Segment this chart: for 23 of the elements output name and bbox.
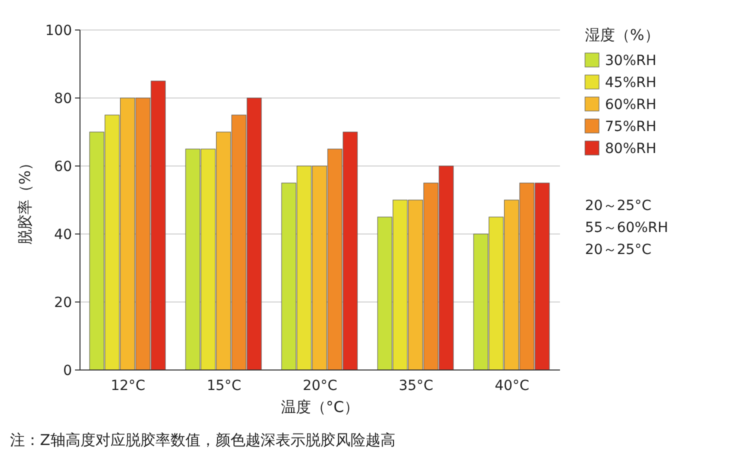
y-tick-label: 40: [54, 227, 72, 243]
x-tick-label: 12°C: [110, 378, 146, 394]
legend-label: 60%RH: [605, 97, 656, 113]
y-tick-label: 80: [54, 91, 72, 107]
x-axis-title: 温度（°C）: [281, 398, 359, 416]
text: 20～25°C: [585, 242, 652, 258]
legend-label: 75%RH: [605, 119, 656, 135]
y-tick-label: 0: [63, 363, 72, 379]
y-tick-label: 20: [54, 295, 72, 311]
y-tick-label: 60: [54, 159, 72, 175]
legend-label: 45%RH: [605, 75, 656, 91]
legend-title: 湿度（%）: [585, 26, 660, 44]
legend-label: 30%RH: [605, 53, 656, 69]
x-tick-label: 15°C: [206, 378, 242, 394]
text: 20～25°C: [585, 198, 652, 214]
text: 注：Z轴高度对应脱胶率数值，颜色越深表示脱胶风险越高: [10, 431, 396, 449]
legend-label: 80%RH: [605, 141, 656, 157]
text: 55～60%RH: [585, 220, 668, 236]
y-axis-title: 脱胶率（%）: [16, 155, 34, 245]
y-tick-label: 100: [45, 23, 72, 39]
x-tick-label: 40°C: [494, 378, 530, 394]
x-tick-label: 35°C: [398, 378, 434, 394]
x-tick-label: 20°C: [302, 378, 338, 394]
